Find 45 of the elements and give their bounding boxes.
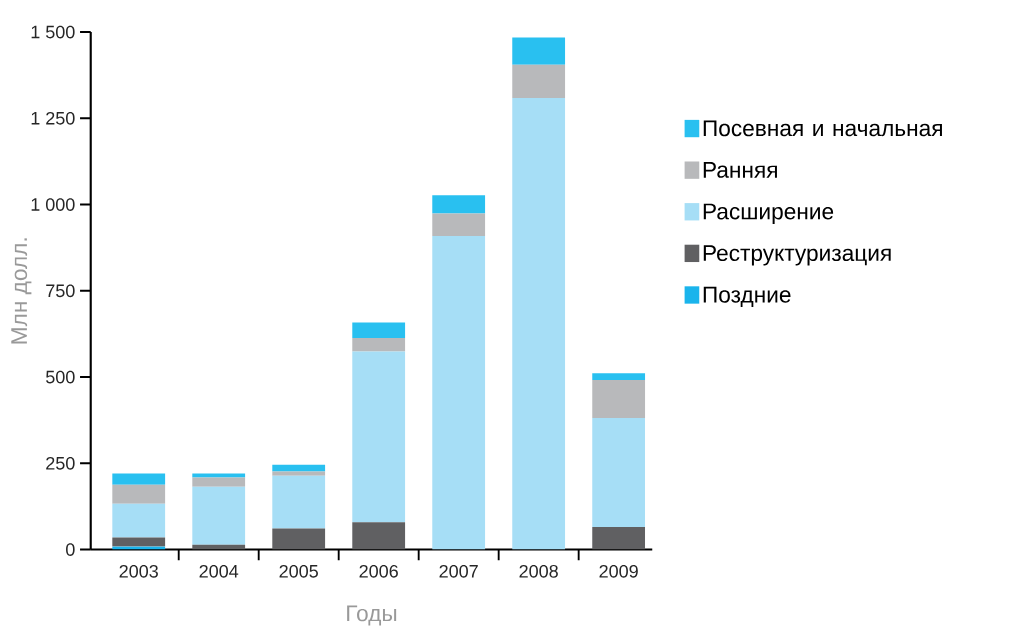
x-tick-label: 2004 (199, 564, 239, 578)
bar (352, 351, 406, 523)
bar (352, 522, 406, 550)
legend-label: Реструктуризация (703, 245, 891, 266)
bar (512, 64, 566, 98)
x-tick-label: 2007 (439, 564, 478, 578)
bar (592, 373, 646, 381)
y-tick-label: 500 (46, 370, 75, 384)
bar (112, 473, 166, 485)
bar (512, 97, 566, 550)
y-tick-label: 1 250 (31, 111, 75, 125)
x-tick-label: 2003 (119, 564, 158, 578)
bar (272, 471, 326, 476)
bar (432, 235, 486, 550)
bar (352, 337, 406, 352)
bar (432, 195, 486, 214)
bar (192, 486, 246, 545)
x-axis-title: Годы (347, 605, 397, 626)
y-tick-label: 1 000 (31, 198, 75, 211)
y-tick-label: 1 500 (31, 25, 75, 39)
y-axis-title: Млн долл. (11, 238, 32, 344)
y-tick-label: 0 (66, 543, 75, 556)
bar (512, 37, 566, 65)
bar (592, 417, 646, 527)
x-tick-label: 2008 (519, 564, 558, 578)
bar (592, 526, 646, 550)
x-tick-label: 2005 (279, 564, 318, 578)
bar (352, 322, 406, 338)
bar (272, 528, 326, 550)
bar (112, 537, 166, 547)
bar (112, 484, 166, 504)
legend-label: Ранняя (703, 161, 777, 178)
y-tick-label: 750 (46, 284, 75, 298)
bar (592, 380, 646, 418)
legend-label: Поздние (703, 286, 791, 307)
legend-label: Расширение (703, 203, 834, 224)
bar (192, 477, 246, 487)
x-tick-label: 2009 (599, 564, 638, 578)
bar (112, 503, 166, 538)
bar (432, 213, 486, 236)
bar (272, 475, 326, 529)
legend-label: Посевная и начальная (703, 120, 942, 137)
x-tick-label: 2006 (359, 564, 398, 578)
y-tick-label: 250 (46, 456, 75, 470)
bar (272, 464, 326, 472)
